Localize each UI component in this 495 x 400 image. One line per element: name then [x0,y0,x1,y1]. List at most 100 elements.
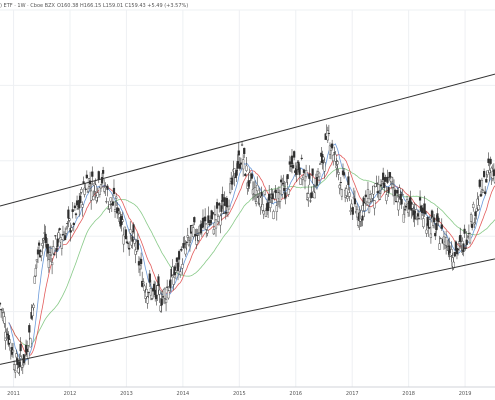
candle-body [340,189,344,197]
candle-body [58,228,61,230]
candle-body [111,201,114,206]
candle-body [166,286,169,288]
candle-327 [353,190,357,207]
gridlines [0,9,495,388]
candle-body [236,161,239,169]
candle-435 [471,214,474,231]
candle-287 [310,186,313,199]
candle-body [250,173,253,179]
candle-body [309,200,312,202]
candle-384 [415,216,418,221]
candle-344 [372,185,375,202]
candle-body [481,190,485,193]
candle-body [240,144,244,146]
candle-body [304,170,308,177]
candle-127 [136,233,139,252]
candle-104 [111,194,114,207]
candle-body [158,289,161,295]
candle-178 [192,223,195,240]
candle-body [133,239,136,244]
candle-body [4,331,7,341]
candle-body [197,235,200,241]
candle-body [90,190,93,201]
candle-137 [147,291,150,299]
candle-body [318,172,321,178]
candle-444 [480,177,484,197]
candle-267 [288,155,291,172]
candle-68 [72,221,75,232]
candle-body [17,367,20,374]
candle-386 [417,209,421,220]
candle-78 [83,183,86,198]
candle-body [5,337,8,339]
candle-body [231,177,234,185]
candle-358 [387,186,390,198]
candle-body [464,247,467,249]
candle-81 [86,187,90,193]
candle-body [115,196,118,199]
candle-body [439,238,442,240]
candle-64 [68,217,71,223]
candle-290 [313,184,316,199]
candle-body [140,258,143,265]
candle-body [80,189,83,193]
candle-body [386,176,389,183]
candle-11 [10,342,14,357]
channel-lower-line [0,258,495,365]
x-tick-label-2011: 2011 [7,391,20,397]
candle-207 [223,191,226,207]
candle-397 [429,226,433,244]
candle-body [128,247,131,250]
candle-0 [0,302,2,307]
candle-body [334,154,337,162]
candle-body [384,177,387,182]
candle-body [180,248,183,251]
candle-340 [367,202,371,214]
candle-body [174,270,177,273]
candle-body [264,210,268,217]
candle-325 [351,206,354,220]
candle-body [417,218,421,220]
candle-353 [382,167,385,185]
candle-203 [219,213,222,234]
candle-body [129,229,132,234]
candle-body [259,197,262,208]
candle-315 [340,188,344,201]
candle-body [229,183,232,193]
candle-body [79,195,82,204]
candle-body [175,257,179,262]
candle-body [463,228,466,234]
x-tick-label-2018: 2018 [402,391,415,397]
candle-body [219,215,222,226]
candle-146 [157,274,160,287]
candle-85 [91,166,94,186]
candle-body [109,197,112,202]
candle-191 [206,228,209,237]
candle-116 [124,229,128,240]
candle-body [32,304,35,308]
candle-body [136,240,139,250]
candle-body [433,217,436,223]
candle-body [349,210,352,212]
candle-body [269,202,272,208]
x-tick-label-2016: 2016 [289,391,302,397]
candle-body [145,289,148,297]
candle-body [65,228,68,234]
candle-body [235,170,238,176]
candle-body [31,307,34,317]
candle-117 [125,235,129,245]
candle-body [356,209,359,218]
candle-body [489,158,492,164]
candle-251 [271,189,274,204]
candle-body [225,197,228,208]
candle-body [146,296,149,304]
candle-4 [3,311,6,328]
candle-body [474,211,477,217]
candle-19 [19,337,22,357]
candle-body [207,215,210,224]
candle-body [290,155,294,165]
candle-body [6,333,9,336]
candle-body [220,205,223,212]
candle-202 [218,202,221,213]
